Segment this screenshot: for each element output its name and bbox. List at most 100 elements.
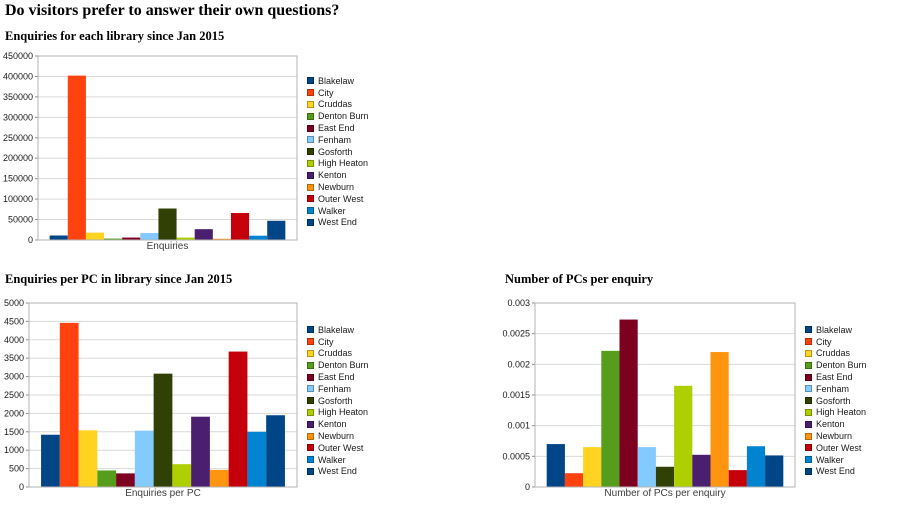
legend-label: Denton Burn [318,360,369,371]
plot-border [534,302,796,488]
legend-item: Fenham [307,383,369,395]
y-tick-label: 0 [525,482,530,492]
y-tick-label: 400000 [3,71,33,81]
legend-label: Gosforth [816,395,851,406]
chart-pcs-per-enquiry: Number of PCs per enquiry 0 0.0005 0.001 0.… [500,268,900,510]
bar-walker [247,431,267,487]
bar-blakelaw [41,434,60,487]
y-tick-label: 4000 [4,335,24,345]
legend-swatch-icon [307,112,314,120]
legend-label: Newburn [318,431,355,442]
bar-east-end [619,319,638,487]
legend-label: Outer West [318,442,364,453]
legend-item: Newburn [805,430,867,442]
bar-fenham [140,233,159,240]
y-tick-label: 3000 [4,372,24,382]
legend-label: West End [318,466,357,477]
legend-item: Gosforth [805,395,867,407]
x-axis-label: Enquiries per PC [125,488,201,499]
legend-label: High Heaton [318,158,369,169]
legend-item: Cruddas [805,348,867,360]
legend-label: Denton Burn [318,111,369,122]
bar-outer-west [228,351,248,487]
bar-walker [746,446,766,487]
bar-kenton [692,454,711,487]
legend-label: East End [318,123,355,134]
y-tick-label: 1500 [4,427,24,437]
legend: Blakelaw City Cruddas Denton Burn East End Fe… [307,324,369,477]
legend-label: Cruddas [318,348,353,359]
bar-plot: 0 0.0005 0.001 0.0015 0.002 0.0025 0.003 [502,298,796,492]
legend-item: Cruddas [307,348,369,360]
bar-blakelaw [49,235,68,240]
legend-swatch-icon [307,349,314,357]
legend-swatch-icon [307,385,314,393]
legend-swatch-icon [307,326,314,334]
bar-high-heaton [176,237,195,240]
legend-swatch-icon [307,397,314,405]
legend-swatch-icon [307,432,314,440]
legend-swatch-icon [307,408,314,416]
plot-border [37,55,298,241]
legend-label: Cruddas [318,99,353,110]
legend-swatch-icon [307,171,314,179]
bar-plot: 0 500 1000 1500 2000 2500 3000 3500 4000 4500 5000 [4,298,298,492]
chart-enquiries-per-pc: Enquiries per PC in library since Jan 20… [0,268,380,510]
legend-swatch-icon [307,420,314,428]
legend-label: City [318,336,334,347]
legend-label: City [318,87,334,98]
y-tick-label: 300000 [3,112,33,122]
legend-swatch-icon [805,432,812,440]
y-tick-label: 0.003 [507,298,530,308]
bar-west-end [266,415,285,487]
legend-swatch-icon [805,444,812,452]
legend-label: Gosforth [318,395,353,406]
legend-swatch-icon [307,183,314,191]
bar-outer-west [230,213,250,240]
x-axis-label: Enquiries [146,241,189,252]
y-tick-label: 0.0025 [502,329,530,339]
bar-east-end [116,473,135,487]
legend-label: Walker [318,454,346,465]
legend-label: Newburn [816,431,853,442]
legend-item: Blakelaw [307,75,369,87]
y-tick-label: 3500 [4,353,24,363]
y-tick-label: 4500 [4,316,24,326]
legend: Blakelaw City Cruddas Denton Burn East End Fe… [307,75,369,228]
legend-item: Blakelaw [805,324,867,336]
legend-swatch-icon [805,338,812,346]
chart-title: Enquiries per PC in library since Jan 20… [5,272,233,286]
bar-gosforth [158,208,177,240]
y-tick-label: 0 [19,482,24,492]
bar-cruddas [85,232,105,240]
page-title: Do visitors prefer to answer their own q… [5,2,340,19]
y-tick-label: 450000 [3,51,33,61]
legend-item: Fenham [307,134,369,146]
legend-item: West End [805,466,867,478]
legend-item: High Heaton [805,407,867,419]
bar-west-end [267,220,286,240]
legend-label: Blakelaw [816,324,853,335]
y-tick-label: 2500 [4,390,24,400]
legend-swatch-icon [307,77,314,85]
chart-title: Number of PCs per enquiry [505,272,654,286]
bar-west-end [765,455,784,487]
legend-item: High Heaton [307,407,369,419]
y-tick-label: 250000 [3,133,33,143]
legend-item: West End [307,217,369,229]
legend-swatch-icon [307,148,314,156]
bar-denton-burn [97,470,117,487]
legend-swatch-icon [805,361,812,369]
legend-label: Cruddas [816,348,851,359]
bar-high-heaton [674,385,693,487]
bar-newburn [212,238,231,240]
legend-item: City [805,336,867,348]
y-tick-label: 150000 [3,174,33,184]
legend-swatch-icon [307,159,314,167]
legend-label: Blakelaw [318,324,355,335]
legend-item: Gosforth [307,395,369,407]
legend-item: Denton Burn [307,110,369,122]
y-tick-label: 500 [9,464,24,474]
legend-label: Outer West [318,193,364,204]
